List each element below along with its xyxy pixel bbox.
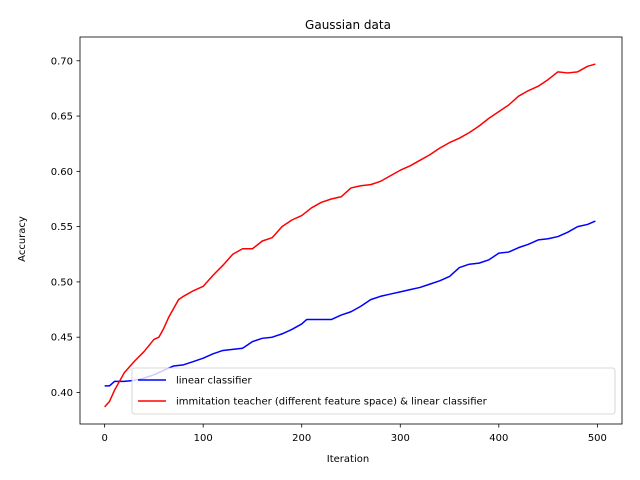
y-tick-label: 0.60 — [51, 167, 73, 178]
y-tick-label: 0.65 — [51, 112, 73, 123]
x-tick-label: 0 — [101, 433, 107, 444]
y-axis-label: Accuracy — [17, 216, 28, 262]
series-line-linear-classifier — [104, 220, 596, 387]
x-tick-label: 500 — [588, 433, 607, 444]
x-tick-label: 400 — [489, 433, 508, 444]
axes-frame — [79, 36, 623, 425]
y-tick-label: 0.40 — [51, 388, 73, 399]
legend-box — [131, 367, 616, 415]
y-tick-label: 0.45 — [51, 333, 73, 344]
legend: linear classifier immitation teacher (dif… — [131, 367, 616, 415]
y-tick-label: 0.50 — [51, 277, 73, 288]
plot-area: 0 100 200 300 400 500 0.40 0.45 0.50 0.55 0.60 0.65… — [51, 36, 623, 444]
series-line-immitation-teacher — [104, 63, 596, 408]
x-tick-label: 100 — [194, 433, 213, 444]
x-tick-label: 200 — [292, 433, 311, 444]
legend-label: linear classifier — [176, 376, 253, 387]
chart-title: Gaussian data — [305, 18, 391, 32]
x-tick-label: 300 — [391, 433, 410, 444]
legend-label: immitation teacher (different feature sp… — [176, 397, 488, 408]
x-axis-label: Iteration — [327, 454, 369, 465]
y-tick-label: 0.70 — [51, 56, 73, 67]
y-tick-label: 0.55 — [51, 222, 73, 233]
